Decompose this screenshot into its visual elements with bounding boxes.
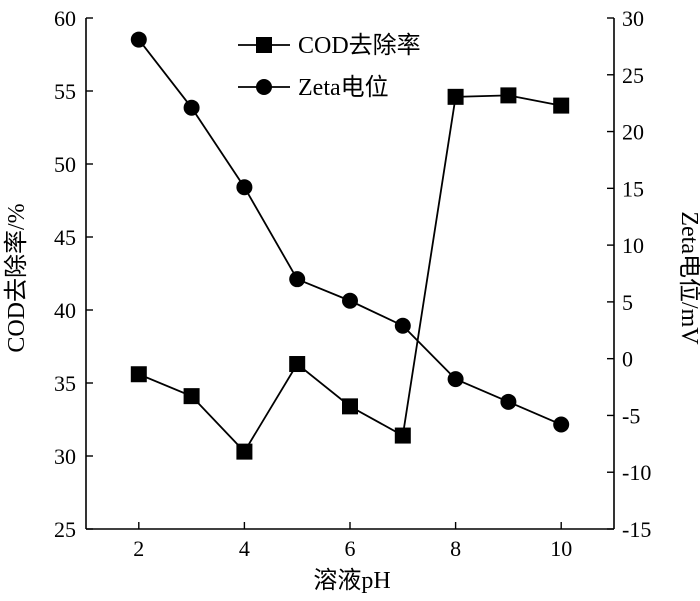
- data-point-square: [500, 87, 517, 104]
- right-y-axis-label: Zeta电位/mV: [676, 211, 700, 345]
- left-y-tick-label: 35: [54, 371, 76, 396]
- data-point-circle: [553, 416, 570, 433]
- right-y-tick-label: 5: [622, 290, 633, 315]
- right-y-axis-ticks: -15 -10 -5 0 5 10 15 20 25 30: [607, 6, 651, 542]
- right-y-tick-label: -15: [622, 517, 651, 542]
- legend-label-zeta: Zeta电位: [298, 74, 389, 101]
- data-point-square: [342, 398, 358, 415]
- x-tick-label: 10: [550, 536, 572, 561]
- right-y-tick-label: 20: [622, 120, 644, 145]
- data-point-circle: [447, 371, 464, 388]
- x-tick-label: 4: [239, 536, 250, 561]
- x-tick-label: 2: [133, 536, 144, 561]
- left-y-axis-ticks: 25 30 35 40 45 50 55 60: [54, 6, 93, 542]
- x-tick-label: 8: [450, 536, 461, 561]
- legend: COD去除率 Zeta电位: [238, 32, 421, 101]
- data-point-square: [236, 443, 253, 460]
- x-axis-label: 溶液pH: [313, 567, 390, 594]
- data-point-square: [447, 88, 464, 105]
- legend-marker-cod: [256, 37, 272, 53]
- data-point-circle: [130, 31, 147, 48]
- right-y-tick-label: 25: [622, 63, 644, 88]
- legend-marker-zeta: [256, 79, 272, 95]
- data-point-square: [289, 356, 306, 373]
- data-point-square: [183, 388, 200, 405]
- data-point-circle: [183, 99, 200, 116]
- left-y-tick-label: 55: [54, 79, 76, 104]
- series-zeta: [130, 31, 570, 433]
- left-y-tick-label: 30: [54, 444, 76, 469]
- data-point-square: [130, 366, 147, 383]
- right-y-tick-label: -10: [622, 460, 651, 485]
- data-point-circle: [342, 292, 358, 309]
- right-y-tick-label: 30: [622, 6, 644, 31]
- left-y-axis-label: COD去除率/%: [3, 203, 30, 352]
- right-y-tick-label: 0: [622, 347, 633, 372]
- x-axis-ticks: 2 4 6 8 10: [133, 522, 572, 561]
- left-y-tick-label: 60: [54, 6, 76, 31]
- left-y-tick-label: 25: [54, 517, 76, 542]
- x-tick-label: 6: [345, 536, 356, 561]
- data-point-circle: [500, 393, 517, 410]
- data-point-square: [394, 427, 411, 444]
- left-y-tick-label: 50: [54, 152, 76, 177]
- right-y-tick-label: 10: [622, 233, 644, 258]
- legend-label-cod: COD去除率: [298, 32, 421, 59]
- data-point-square: [553, 97, 570, 114]
- left-y-tick-label: 45: [54, 225, 76, 250]
- data-point-circle: [394, 317, 411, 334]
- series-cod: [130, 87, 570, 460]
- data-point-circle: [289, 271, 306, 288]
- series-layer: [130, 31, 570, 460]
- data-point-circle: [236, 179, 253, 196]
- left-y-tick-label: 40: [54, 298, 76, 323]
- right-y-tick-label: -5: [622, 403, 640, 428]
- right-y-tick-label: 15: [622, 176, 644, 201]
